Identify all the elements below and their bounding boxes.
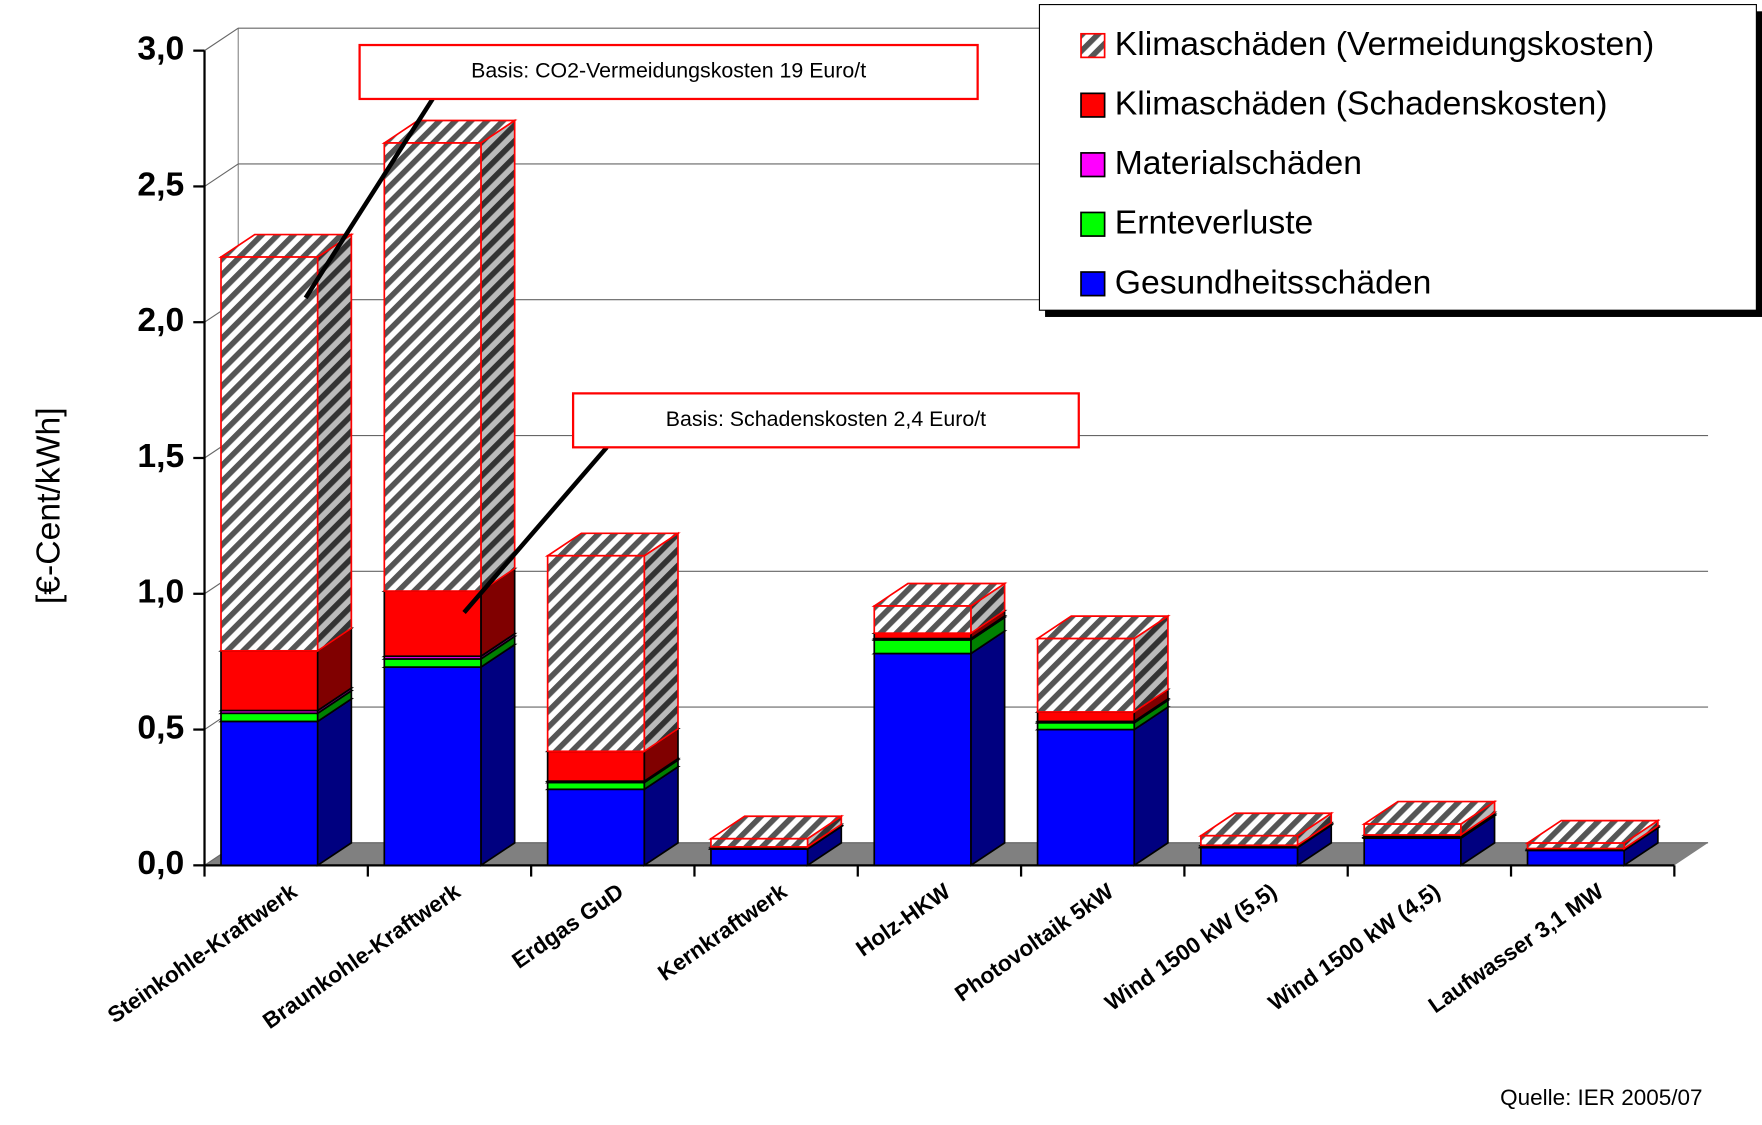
bar-segment	[218, 232, 355, 653]
legend-label: Klimaschäden (Vermeidungskosten)	[1115, 25, 1655, 63]
y-axis-label: [€-Cent/kWh]	[29, 407, 67, 604]
x-tick-label: Laufwasser 3,1 MW	[1424, 878, 1609, 1018]
annotation-text: Basis: CO2-Vermeidungskosten 19 Euro/t	[471, 59, 866, 83]
bar-front	[1036, 637, 1136, 713]
bar-segment	[871, 581, 1008, 635]
bar-side	[1133, 705, 1169, 867]
bar-front	[1526, 842, 1625, 850]
y-tick-label: 0,0	[137, 844, 184, 882]
bar-front	[873, 652, 972, 867]
bar-segment	[1034, 614, 1171, 714]
bar-front	[220, 256, 319, 652]
bar-front	[383, 666, 482, 867]
legend-label: Gesundheitsschäden	[1115, 263, 1432, 301]
x-tick-label: Holz-HKW	[851, 878, 955, 961]
y-tick-label: 1,0	[137, 573, 184, 611]
legend-swatch	[1080, 32, 1106, 59]
bar-segment	[1198, 811, 1335, 847]
bar-side	[316, 697, 353, 867]
bar-front	[873, 639, 972, 655]
y-tick-label: 1,5	[137, 437, 184, 475]
bar-front	[710, 848, 809, 867]
bar-front	[1036, 711, 1136, 723]
bar-front	[546, 750, 646, 783]
bar-front	[220, 712, 319, 723]
bar-front	[1036, 728, 1136, 867]
source: Quelle: IER 2005/07	[1500, 1085, 1702, 1110]
annotation-line	[462, 445, 609, 614]
bar-segment	[1034, 705, 1171, 867]
annotation: Basis: Schadenskosten 2,4 Euro/t	[462, 392, 1080, 614]
legend-swatch	[1080, 152, 1106, 178]
x-tick-label: Photovoltaik 5kW	[950, 878, 1118, 1006]
bar-segment	[708, 814, 845, 849]
y-tick-label: 3,0	[137, 30, 184, 68]
legend-swatch	[1080, 271, 1106, 297]
bar-side	[480, 643, 516, 867]
bar-front	[1363, 837, 1462, 867]
legend-swatch	[1080, 92, 1106, 118]
annotation-box	[571, 392, 1080, 449]
bar-front	[873, 605, 972, 634]
bar-front	[710, 837, 809, 848]
bar-front	[383, 658, 482, 668]
bar-segment	[218, 697, 355, 867]
x-tick-label: Wind 1500 kW (4,5)	[1264, 879, 1445, 1016]
legend-label: Klimaschäden (Schadenskosten)	[1115, 85, 1608, 123]
x-tick-label: Wind 1500 kW (5,5)	[1100, 879, 1281, 1016]
bar-front	[383, 142, 482, 592]
bar-front	[220, 649, 319, 712]
bar-front	[1036, 721, 1136, 731]
bar-side	[970, 629, 1006, 867]
bar-segment	[381, 118, 518, 593]
x-tick-label: Kernkraftwerk	[653, 878, 792, 985]
y-tick-label: 0,5	[137, 708, 184, 746]
legend-swatch	[1080, 211, 1106, 237]
annotation: Basis: CO2-Vermeidungskosten 19 Euro/t	[303, 43, 979, 300]
bar-front	[546, 788, 646, 867]
y-tick-label: 2,0	[137, 301, 184, 339]
bar-front	[1363, 823, 1462, 836]
bar-segment	[544, 531, 681, 753]
bar-front	[546, 781, 646, 791]
legend-label: Ernteverluste	[1115, 204, 1314, 242]
legend-box	[1038, 4, 1757, 311]
bar-front	[546, 554, 646, 753]
legend-label: Materialschäden	[1115, 144, 1362, 182]
bar-segment	[1361, 800, 1498, 837]
bar-side	[316, 232, 353, 653]
bar-front	[220, 720, 319, 867]
annotation-line	[303, 97, 435, 300]
legend: Klimaschäden (Vermeidungskosten) Klimasch…	[1038, 4, 1762, 317]
bar-front	[1200, 846, 1299, 867]
bar-front	[1200, 834, 1299, 847]
bar-side	[480, 118, 516, 593]
y-tick-label: 2,5	[137, 165, 184, 203]
x-tick-label: Erdgas GuD	[507, 879, 628, 974]
bar-front	[383, 590, 482, 658]
annotation-box	[358, 43, 979, 101]
bar-segment	[871, 629, 1008, 867]
bar-segment	[1524, 819, 1661, 851]
bar-segment	[381, 643, 518, 867]
plot-area	[193, 27, 1709, 877]
bar-side	[643, 531, 679, 753]
bar-front	[1526, 849, 1625, 867]
annotation-text: Basis: Schadenskosten 2,4 Euro/t	[666, 407, 986, 431]
